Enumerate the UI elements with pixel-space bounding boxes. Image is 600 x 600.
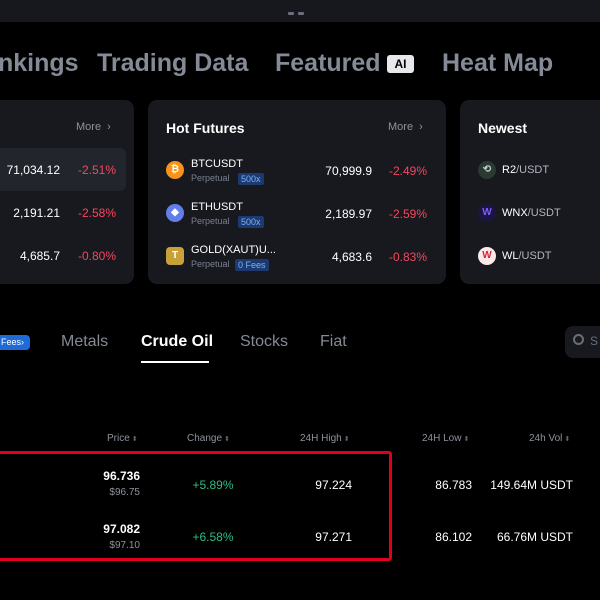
gold-icon: T [166,247,184,265]
nav-tab-trading-data[interactable]: Trading Data [97,49,249,77]
contract-type: Perpetual [191,173,230,183]
active-tab-underline [141,361,209,363]
chevron-right-icon: › [21,337,25,347]
row-change: +6.58% [192,530,234,544]
sort-icon: ⬍ [564,436,571,443]
fees-pill-label: Fees [1,337,22,347]
row-24h-vol: 66.76M USDT [496,530,573,544]
nav-tab-featured[interactable]: Featured [275,49,381,77]
row-24h-high: 97.224 [315,478,352,492]
futures-change: -0.83% [388,250,427,264]
tab-stocks[interactable]: Stocks [240,333,289,350]
leverage-badge: 500x [238,216,264,228]
column-header-change[interactable]: Change ⬍ [187,433,230,444]
contract-type: Perpetual [191,216,230,226]
left-change-1: -2.51% [77,163,116,177]
more-link[interactable]: More › [388,121,423,133]
newest-pair[interactable]: WNX/USDT [502,207,561,219]
drag-handle-dot[interactable] [288,12,294,15]
left-change-2: -2.58% [77,206,116,220]
selection-highlight-box [0,451,392,561]
wnx-icon: W [478,204,496,222]
row-24h-vol: 149.64M USDT [490,478,573,492]
chevron-right-icon: › [107,121,111,133]
sort-icon: ⬍ [463,436,470,443]
search-input[interactable]: S [565,326,600,358]
futures-symbol[interactable]: BTCUSDT [191,158,243,170]
sort-icon: ⬍ [131,436,138,443]
ai-icon: AI [387,55,414,73]
row-change: +5.89% [192,478,234,492]
leverage-badge: 500x [238,173,264,185]
tab-fiat[interactable]: Fiat [320,333,347,350]
ethereum-icon: ◆ [166,204,184,222]
newest-pair[interactable]: WL/USDT [502,250,552,262]
futures-change: -2.59% [388,207,427,221]
futures-price: 4,683.6 [331,250,372,264]
row-price-usd: $97.10 [109,540,140,551]
hot-futures-title: Hot Futures [166,120,245,136]
row-24h-high: 97.271 [315,530,352,544]
newest-title: Newest [478,120,528,136]
newest-pair[interactable]: R2/USDT [502,164,550,176]
window-top-bar [0,0,600,22]
fees-badge: 0 Fees [235,259,269,271]
market-card-left [0,100,134,284]
left-price-1: 71,034.12 [6,163,60,177]
tab-crude-oil[interactable]: Crude Oil [141,333,214,350]
sort-icon: ⬍ [224,436,230,443]
drag-handle-dot[interactable] [298,12,304,15]
futures-price: 70,999.9 [325,164,372,178]
row-price-usd: $96.75 [109,487,140,498]
futures-price: 2,189.97 [325,207,372,221]
contract-type: Perpetual [191,259,230,269]
bitcoin-icon: ₿ [166,161,184,179]
sort-icon: ⬍ [343,436,350,443]
nav-tab-rankings[interactable]: nkings [0,49,79,77]
row-price: 96.736 [103,469,140,483]
column-header-24h-high[interactable]: 24H High ⬍ [300,433,350,444]
r2-icon: ⟲ [478,161,496,179]
more-link-label: More [388,121,414,133]
column-header-price[interactable]: Price ⬍ [107,433,138,444]
search-placeholder: S [590,334,599,348]
fees-pill[interactable]: Fees› [0,335,30,350]
search-icon [573,334,584,345]
column-header-24h-low[interactable]: 24H Low ⬍ [422,433,470,444]
hot-futures-card [148,100,446,284]
row-24h-low: 86.102 [435,530,472,544]
wl-icon: W [478,247,496,265]
more-link[interactable]: More › [76,121,111,133]
left-price-3: 4,685.7 [19,249,60,263]
futures-change: -2.49% [388,164,427,178]
futures-symbol[interactable]: GOLD(XAUT)U... [191,244,276,256]
column-header-24h-vol[interactable]: 24h Vol ⬍ [529,433,571,444]
tab-metals[interactable]: Metals [61,333,109,350]
more-link-label: More [76,121,102,133]
left-change-3: -0.80% [77,249,116,263]
row-24h-low: 86.783 [435,478,472,492]
left-price-2: 2,191.21 [13,206,60,220]
nav-tab-heat-map[interactable]: Heat Map [442,49,554,77]
row-price: 97.082 [103,522,140,536]
row-highlight [0,148,126,191]
chevron-right-icon: › [419,121,423,133]
futures-symbol[interactable]: ETHUSDT [191,201,243,213]
